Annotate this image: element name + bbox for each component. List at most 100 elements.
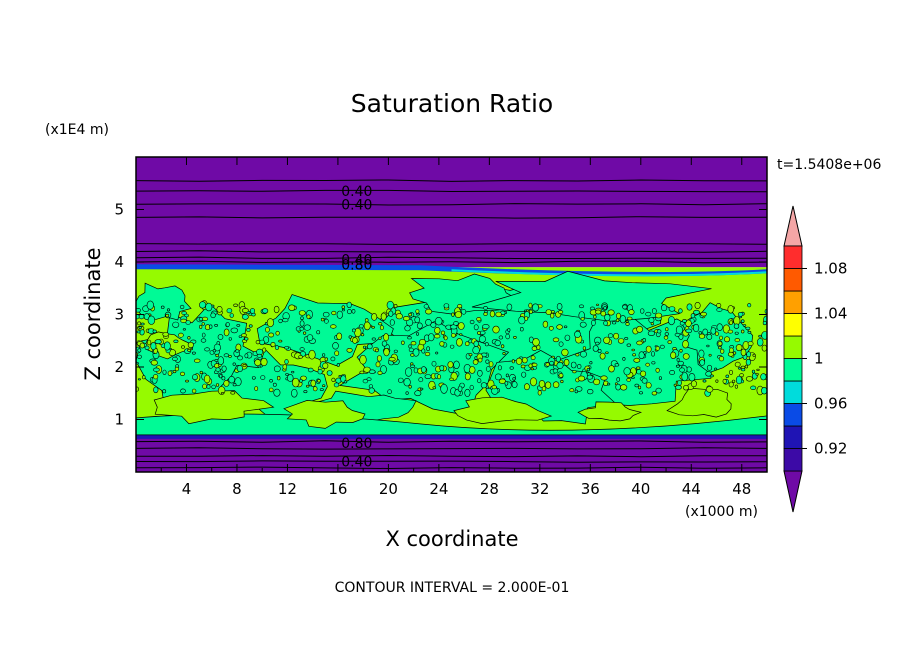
contour-line xyxy=(136,256,767,259)
contour-speck xyxy=(174,366,179,372)
contour-speck xyxy=(570,361,577,369)
contour-speck xyxy=(531,346,538,351)
contour-speck xyxy=(722,378,727,384)
contour-speck xyxy=(700,311,707,317)
contour-speck xyxy=(397,377,404,383)
colorbar: 0.92 0.96 1 1.04 1.08 xyxy=(783,205,847,513)
colorbar-swatch xyxy=(783,403,803,427)
contour-speck xyxy=(735,344,743,352)
contour-speck xyxy=(616,377,621,382)
contour-speck xyxy=(572,370,577,374)
contour-speck xyxy=(719,335,723,341)
contour-speck xyxy=(677,360,684,366)
contour-speck xyxy=(336,310,343,319)
contour-speck xyxy=(136,354,142,359)
contour-speck xyxy=(723,336,730,343)
contour-speck xyxy=(326,370,333,376)
contour-speck xyxy=(298,310,306,316)
contour-speck xyxy=(320,317,325,322)
contour-speck xyxy=(244,353,249,359)
contour-speck xyxy=(483,305,488,310)
contour-speck xyxy=(136,308,141,313)
contour-speck xyxy=(285,373,289,376)
contour-speck xyxy=(715,379,719,383)
contour-speck xyxy=(667,316,675,326)
contour-speck xyxy=(681,319,687,323)
contour-speck xyxy=(440,330,446,335)
contour-speck xyxy=(645,311,652,317)
contour-speck xyxy=(180,371,186,377)
contour-speck xyxy=(434,326,441,334)
contour-speck xyxy=(230,391,236,395)
contour-speck xyxy=(750,385,757,390)
contour-speck xyxy=(607,333,614,338)
contour-speck xyxy=(408,312,413,317)
contour-speck xyxy=(217,334,224,340)
contour-speck xyxy=(675,325,683,335)
contour-speck xyxy=(418,377,424,383)
contour-speck xyxy=(556,324,563,330)
contour-speck xyxy=(273,388,281,397)
contour-speck xyxy=(368,387,375,394)
contour-speck xyxy=(495,311,502,318)
contour-speck xyxy=(179,304,185,310)
y-tick-label: 3 xyxy=(114,306,124,324)
contour-speck xyxy=(651,308,657,314)
contour-speck xyxy=(308,349,316,360)
contour-line xyxy=(136,203,767,206)
contour-speck xyxy=(473,340,479,347)
contour-speck xyxy=(521,357,528,364)
contour-speck xyxy=(191,351,196,355)
contour-speck xyxy=(268,387,274,393)
contour-speck xyxy=(232,383,237,387)
contour-speck xyxy=(341,308,345,312)
contour-speck xyxy=(330,324,337,329)
contour-speck xyxy=(761,387,767,395)
contour-speck xyxy=(477,378,482,384)
contour-speck xyxy=(181,311,187,315)
contour-label: 0.40 xyxy=(341,252,372,268)
contour-speck xyxy=(454,311,463,318)
contour-speck xyxy=(678,308,683,314)
contour-speck xyxy=(204,347,210,352)
contour-speck xyxy=(137,378,141,381)
contour-label: 0.80 xyxy=(341,436,372,452)
contour-speck xyxy=(751,369,756,374)
contour-speck xyxy=(166,308,171,312)
contour-speck xyxy=(524,383,530,391)
contour-speck xyxy=(277,375,281,381)
contour-speck xyxy=(440,383,448,394)
contour-speck xyxy=(230,327,239,334)
contour-speck xyxy=(745,376,754,382)
contour-speck xyxy=(138,314,145,320)
contour-speck xyxy=(720,348,725,354)
contour-line xyxy=(136,189,767,193)
contour-speck xyxy=(706,333,713,340)
contour-speck xyxy=(761,344,767,352)
contour-speck xyxy=(359,354,367,365)
contour-speck xyxy=(234,377,242,387)
contour-speck xyxy=(202,383,207,390)
contour-speck xyxy=(705,371,712,377)
contour-speck xyxy=(278,318,283,324)
contour-speck xyxy=(331,377,336,383)
contour-speck xyxy=(685,328,693,334)
contour-speck xyxy=(282,364,288,370)
contour-line xyxy=(136,466,767,470)
colorbar-swatch xyxy=(783,245,803,269)
contour-speck xyxy=(246,327,251,332)
contour-speck xyxy=(457,322,465,330)
contour-speck xyxy=(482,324,490,330)
contour-speck xyxy=(254,386,259,391)
contour-speck xyxy=(608,365,615,373)
contour-speck xyxy=(655,312,663,319)
y-axis: 1 2 3 4 5 xyxy=(114,201,767,429)
contour-speck xyxy=(755,372,759,376)
contour-speck xyxy=(332,342,339,350)
contour-speck xyxy=(558,373,564,378)
contour-speck xyxy=(334,350,340,356)
colorbar-label: 1.04 xyxy=(814,305,847,323)
contour-speck xyxy=(531,303,539,312)
contour-speck xyxy=(201,322,205,326)
contour-speck xyxy=(745,358,752,366)
